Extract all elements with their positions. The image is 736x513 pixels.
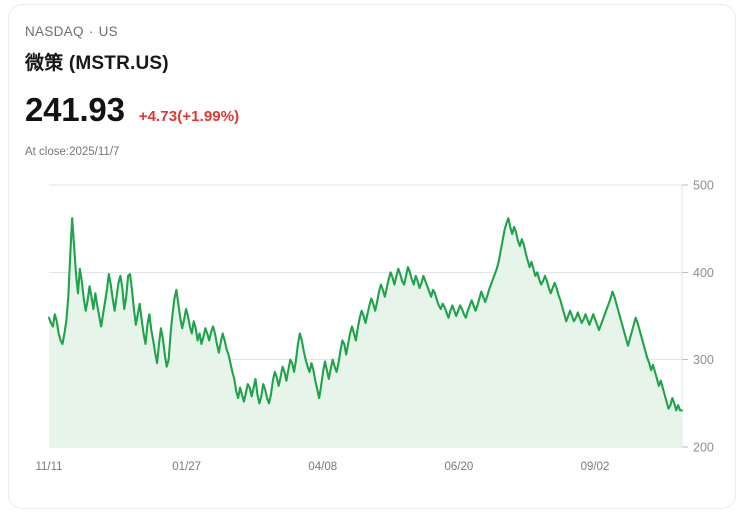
- exchange-row: NASDAQ · US: [25, 24, 118, 39]
- chart-y-axis: 500 400 300 200: [693, 179, 714, 455]
- x-axis-label: 09/02: [581, 461, 610, 473]
- price-chart[interactable]: 500 400 300 200 11/11 01/27 04/08 06/20 09/02: [9, 165, 735, 485]
- x-axis-label: 11/11: [35, 461, 62, 473]
- chart-area-fill: [49, 218, 682, 447]
- exchange-name: NASDAQ: [25, 24, 84, 39]
- price-change: +4.73(+1.99%): [138, 108, 240, 125]
- x-axis-label: 06/20: [444, 461, 473, 473]
- x-axis-label: 04/08: [308, 461, 337, 473]
- page-title: 微策 (MSTR.US): [25, 53, 169, 74]
- y-axis-label: 400: [693, 266, 714, 280]
- y-axis-label: 500: [693, 179, 714, 193]
- exchange-region: US: [98, 24, 118, 39]
- y-axis-label: 200: [693, 441, 714, 455]
- price-chart-svg[interactable]: 500 400 300 200 11/11 01/27 04/08 06/20 09/02: [9, 165, 735, 485]
- price-row: 241.93 +4.73(+1.99%): [25, 91, 239, 129]
- price-line-path: [47, 217, 684, 412]
- price-value: 241.93: [25, 91, 125, 128]
- exchange-separator: ·: [88, 24, 94, 39]
- chart-price-line: [47, 217, 684, 412]
- chart-x-axis: 11/11 01/27 04/08 06/20 09/02: [35, 461, 609, 473]
- y-axis-label: 300: [693, 353, 714, 367]
- market-status: At close:2025/11/7: [25, 146, 120, 158]
- area-fill-path: [49, 218, 682, 447]
- quote-card: NASDAQ · US 微策 (MSTR.US) 241.93 +4.73(+1.9…: [8, 4, 736, 509]
- x-axis-label: 01/27: [172, 461, 201, 473]
